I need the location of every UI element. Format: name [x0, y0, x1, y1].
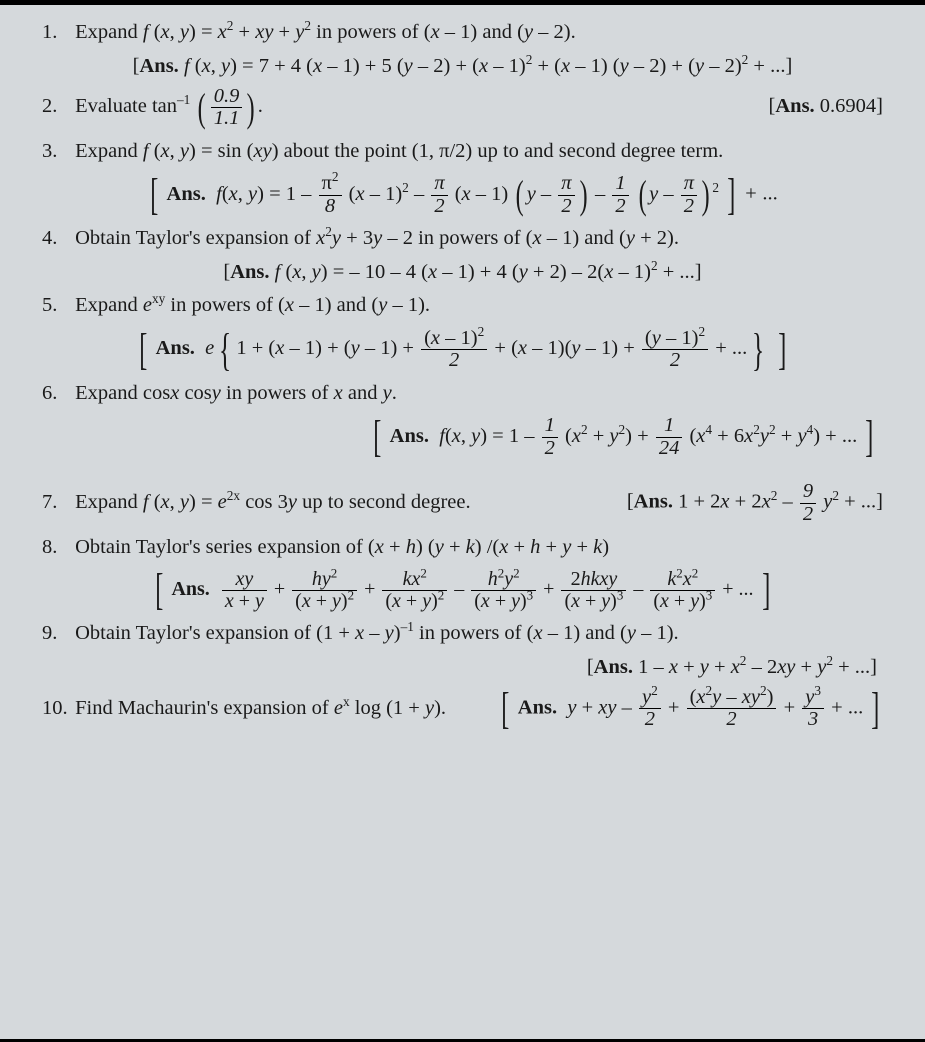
frac-den: 1.1: [211, 108, 243, 130]
problem-text: Obtain Taylor's series expansion of (x +…: [75, 536, 609, 558]
answer-8: [ Ans. xyx + y + hy2(x + y)2 + kx2(x + y…: [42, 569, 883, 612]
problem-text: Obtain Taylor's expansion of (1 + x – y)…: [75, 622, 679, 644]
ans-label: Ans.: [171, 578, 209, 600]
answer-2: [Ans. 0.6904]: [769, 93, 883, 121]
problem-7: 7. Expand f (x, y) = e2x cos 3y up to se…: [42, 481, 883, 525]
problem-text: Find Machaurin's expansion of ex log (1 …: [75, 697, 446, 719]
ans-label: Ans.: [230, 261, 269, 283]
problem-text: Expand cosx cosy in powers of x and y.: [75, 382, 397, 404]
ans-label: Ans.: [594, 656, 633, 678]
answer-6: [ Ans. f(x, y) = 1 – 12 (x2 + y2) + 124 …: [42, 415, 883, 459]
answer-4: [Ans. f (x, y) = – 10 – 4 (x – 1) + 4 (y…: [42, 261, 883, 284]
problem-number: 8.: [42, 534, 70, 562]
problem-4: 4. Obtain Taylor's expansion of x2y + 3y…: [42, 225, 883, 253]
answer-9: [Ans. 1 – x + y + x2 – 2xy + y2 + ...]: [42, 656, 883, 679]
problem-10: 10. Find Machaurin's expansion of ex log…: [42, 687, 883, 731]
problem-text: Expand f (x, y) = x2 + xy + y2 in powers…: [75, 21, 576, 43]
ans-label: Ans.: [140, 55, 179, 77]
ans-label: Ans.: [390, 425, 429, 447]
problem-number: 6.: [42, 380, 70, 408]
exercise-page: 1. Expand f (x, y) = x2 + xy + y2 in pow…: [0, 0, 925, 1042]
answer-1: [Ans. f (x, y) = 7 + 4 (x – 1) + 5 (y – …: [42, 55, 883, 78]
answer-5: [ Ans. e{1 + (x – 1) + (y – 1) + (x – 1)…: [42, 328, 883, 372]
answer-7: [Ans. 1 + 2x + 2x2 – 92 y2 + ...]: [627, 481, 883, 525]
problem-text: Evaluate tan–1 (0.91.1).: [75, 95, 263, 117]
problem-2: 2. Evaluate tan–1 (0.91.1). [Ans. 0.6904…: [42, 86, 883, 130]
problem-number: 5.: [42, 292, 70, 320]
ans-label: Ans.: [156, 337, 195, 359]
problem-number: 10.: [42, 695, 70, 723]
problem-5: 5. Expand exy in powers of (x – 1) and (…: [42, 292, 883, 320]
problem-number: 7.: [42, 489, 70, 517]
answer-3: [ Ans. f(x, y) = 1 – π28 (x – 1)2 – π2 (…: [42, 173, 883, 217]
problem-3: 3. Expand f (x, y) = sin (xy) about the …: [42, 138, 883, 166]
problem-1: 1. Expand f (x, y) = x2 + xy + y2 in pow…: [42, 19, 883, 47]
ans-label: Ans.: [167, 183, 206, 205]
problem-number: 2.: [42, 93, 70, 121]
problem-8: 8. Obtain Taylor's series expansion of (…: [42, 534, 883, 562]
answer-10: [ Ans. y + xy – y22 + (x2y – xy2)2 + y33…: [498, 687, 883, 731]
frac-num: 0.9: [211, 86, 243, 109]
problem-number: 4.: [42, 225, 70, 253]
ans-label: Ans.: [775, 95, 814, 117]
problem-9: 9. Obtain Taylor's expansion of (1 + x –…: [42, 620, 883, 648]
problem-text: Expand exy in powers of (x – 1) and (y –…: [75, 294, 430, 316]
problem-6: 6. Expand cosx cosy in powers of x and y…: [42, 380, 883, 408]
problem-text: Obtain Taylor's expansion of x2y + 3y – …: [75, 227, 679, 249]
answer-value: 0.6904: [820, 95, 876, 117]
problem-text: Expand f (x, y) = e2x cos 3y up to secon…: [75, 491, 471, 513]
problem-number: 1.: [42, 19, 70, 47]
problem-number: 9.: [42, 620, 70, 648]
ans-label: Ans.: [634, 491, 673, 513]
ans-label: Ans.: [518, 697, 557, 719]
problem-text: Expand f (x, y) = sin (xy) about the poi…: [75, 140, 723, 162]
problem-number: 3.: [42, 138, 70, 166]
